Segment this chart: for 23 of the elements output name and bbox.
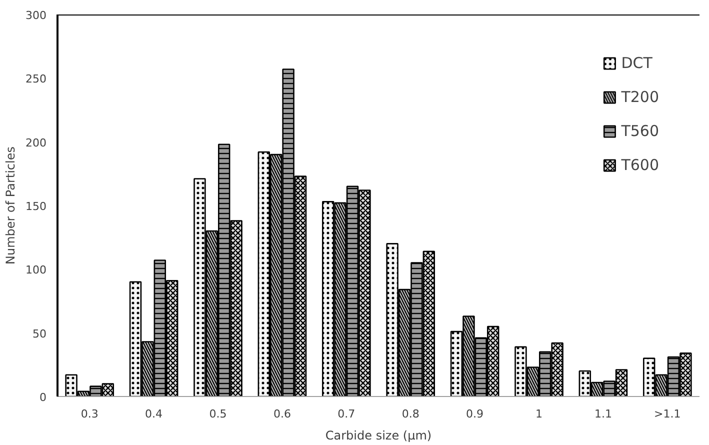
y-tick-label: 200: [26, 136, 47, 150]
legend-label: T560: [621, 122, 659, 140]
legend-label: DCT: [621, 54, 652, 72]
x-tick-label: 0.7: [338, 408, 356, 420]
y-tick-label: 150: [26, 200, 47, 213]
x-tick-label: 0.9: [466, 408, 484, 420]
y-tick-label: 250: [26, 72, 47, 86]
y-tick-label: 50: [32, 327, 47, 340]
x-tick-label: 1.1: [594, 408, 612, 420]
y-tick-label: 0: [40, 391, 46, 404]
y-tick-label: 300: [26, 9, 47, 22]
x-tick-label: 0.3: [80, 408, 98, 420]
x-tick-label: 0.5: [209, 408, 227, 420]
x-tick-label: 0.6: [273, 408, 291, 420]
y-axis-title: Number of Particles: [4, 146, 18, 264]
x-tick-label: 1: [536, 408, 542, 420]
x-axis-title: Carbide size (μm): [325, 428, 432, 442]
y-tick-label: 100: [26, 264, 47, 277]
x-tick-label: >1.1: [654, 408, 681, 420]
legend-label: T600: [621, 156, 659, 174]
legend-label: T200: [621, 88, 659, 106]
x-tick-label: 0.8: [402, 408, 420, 420]
x-tick-label: 0.4: [145, 408, 163, 420]
